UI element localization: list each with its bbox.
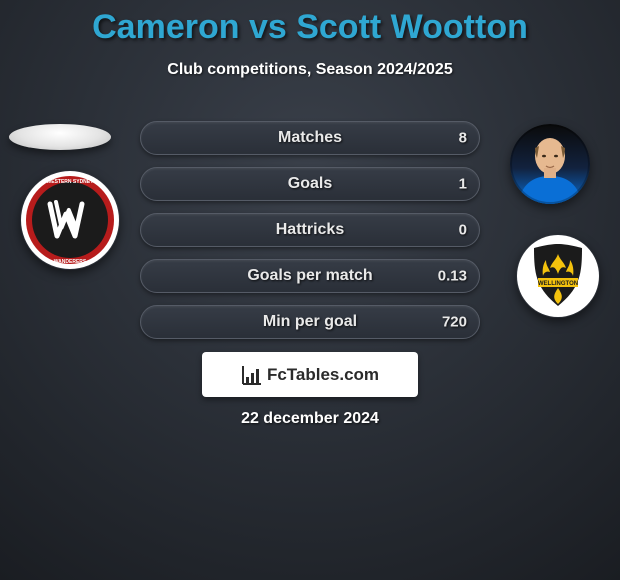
stat-row-goals-per-match: Goals per match 0.13 bbox=[140, 259, 480, 293]
stat-right-value: 720 bbox=[442, 314, 467, 331]
player-right-photo bbox=[510, 124, 590, 204]
club-logo-right: WELLINGTON bbox=[516, 234, 600, 318]
stat-label: Goals per match bbox=[141, 267, 479, 285]
stats-table: Matches 8 Goals 1 Hattricks 0 Goals per … bbox=[140, 121, 480, 351]
brand-text: FcTables.com bbox=[267, 365, 379, 385]
svg-text:WELLINGTON: WELLINGTON bbox=[538, 281, 578, 287]
stat-label: Min per goal bbox=[141, 313, 479, 331]
stat-row-matches: Matches 8 bbox=[140, 121, 480, 155]
stat-right-value: 0.13 bbox=[438, 268, 467, 285]
chart-icon bbox=[241, 364, 263, 386]
page-title: Cameron vs Scott Wootton bbox=[0, 0, 620, 47]
stat-row-hattricks: Hattricks 0 bbox=[140, 213, 480, 247]
player-left-photo-placeholder bbox=[9, 124, 111, 150]
stat-label: Matches bbox=[141, 129, 479, 147]
stat-row-goals: Goals 1 bbox=[140, 167, 480, 201]
stat-right-value: 1 bbox=[459, 176, 467, 193]
svg-text:WANDERERS: WANDERERS bbox=[54, 259, 87, 265]
stat-label: Hattricks bbox=[141, 221, 479, 239]
subtitle: Club competitions, Season 2024/2025 bbox=[0, 61, 620, 79]
stat-label: Goals bbox=[141, 175, 479, 193]
svg-text:WESTERN SYDNEY: WESTERN SYDNEY bbox=[47, 179, 95, 185]
stat-right-value: 8 bbox=[459, 130, 467, 147]
generation-date: 22 december 2024 bbox=[0, 410, 620, 428]
brand-badge: FcTables.com bbox=[202, 352, 418, 397]
stat-row-min-per-goal: Min per goal 720 bbox=[140, 305, 480, 339]
club-logo-left: WESTERN SYDNEY WANDERERS bbox=[20, 170, 120, 270]
stat-right-value: 0 bbox=[459, 222, 467, 239]
